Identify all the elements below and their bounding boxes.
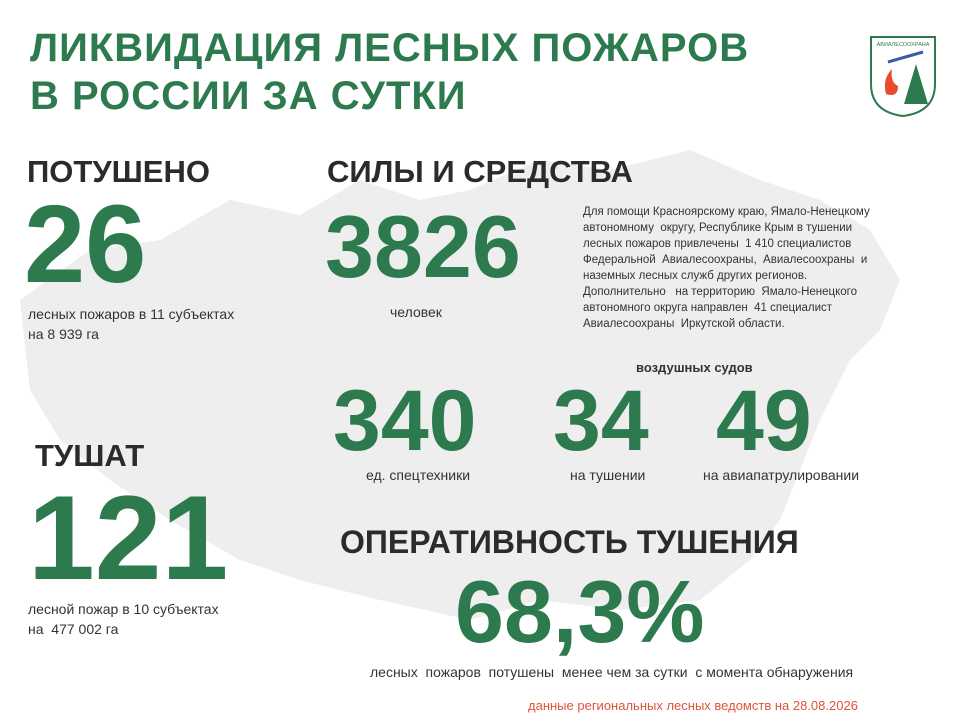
section-heading: ОПЕРАТИВНОСТЬ ТУШЕНИЯ [340,524,799,560]
title-line: В РОССИИ ЗА СУТКИ [30,74,467,118]
logo-text: АВИАЛЕСООХРАНА [877,42,930,48]
logo: АВИАЛЕСООХРАНА [870,36,936,118]
section-heading: СИЛЫ И СРЕДСТВА [327,154,633,189]
note-line: наземных лесных служб других регионов. [583,270,808,282]
caption: лесных пожаров в 11 субъектах [28,306,235,322]
big-number: 340 [333,373,477,469]
subheading: воздушных судов [636,360,753,375]
section-heading: ПОТУШЕНО [27,154,210,189]
note-line: Для помощи Красноярскому краю, Ямало-Нен… [583,206,870,218]
note-line: Дополнительно на территорию Ямало-Ненецк… [583,286,858,298]
note-line: автономного округа направлен 41 специали… [583,302,833,314]
caption: ед. спецтехники [366,467,471,483]
big-number: 121 [28,471,229,605]
big-number: 49 [716,373,812,469]
section-heading: ТУШАТ [35,438,145,473]
caption: лесной пожар в 10 субъектах [28,601,219,617]
caption: на 477 002 га [28,621,119,637]
caption: человек [390,304,442,320]
title-line: ЛИКВИДАЦИЯ ЛЕСНЫХ ПОЖАРОВ [30,26,750,70]
big-number: 34 [553,373,649,469]
big-number: 26 [24,183,147,306]
note-line: лесных пожаров привлечены 1 410 специали… [583,238,852,250]
note-line: автономному округу, Республике Крым в ту… [583,222,853,234]
source: данные региональных лесных ведомств на 2… [528,698,858,713]
note-line: Федеральной Авиалесоохраны, Авиалесоохра… [583,254,868,266]
note: Для помощи Красноярскому краю, Ямало-Нен… [583,204,870,332]
caption: на 8 939 га [28,326,99,342]
caption: на авиапатрулировании [703,467,860,483]
caption: на тушении [570,467,646,483]
caption: лесных пожаров потушены менее чем за сут… [370,664,854,680]
big-number: 68,3% [455,562,705,661]
note-line: Авиалесоохраны Иркутской области. [583,318,785,330]
big-number: 3826 [325,197,521,296]
